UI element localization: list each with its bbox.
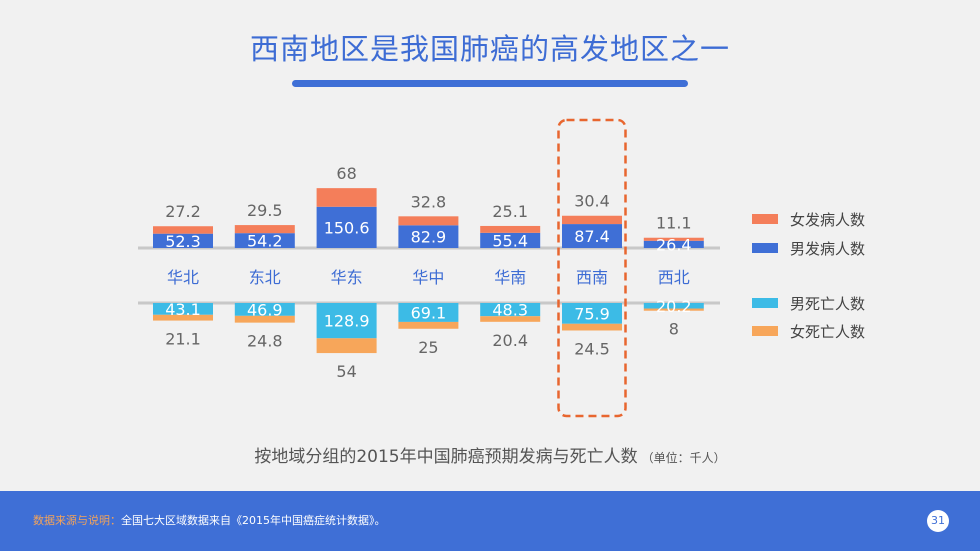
- bar-female-incidence: [234, 225, 295, 234]
- bar-male-incidence: [153, 233, 213, 248]
- bar-male-incidence: [643, 240, 704, 248]
- region-label: 华北: [167, 268, 199, 287]
- bar-female-incidence: [643, 237, 704, 241]
- label-male-incidence: 82.9: [411, 228, 447, 247]
- bar-female-death: [153, 314, 213, 321]
- label-female-incidence: 30.4: [574, 192, 610, 211]
- region-label: 华中: [412, 268, 444, 287]
- chart-caption: 按地域分组的2015年中国肺癌预期发病与死亡人数 （单位：千人）: [0, 442, 980, 467]
- page-title: 西南地区是我国肺癌的高发地区之一: [249, 32, 730, 66]
- chart-unit: （单位：千人）: [641, 451, 726, 465]
- label-female-incidence: 27.2: [165, 202, 201, 221]
- bar-male-incidence: [398, 225, 459, 248]
- label-female-incidence: 29.5: [247, 201, 283, 220]
- footer-bar: 数据来源与说明：全国七大区域数据来自《2015年中国癌症统计数据》。 31: [0, 491, 980, 551]
- bar-male-incidence: [480, 232, 541, 248]
- bar-male-incidence: [562, 224, 622, 248]
- label-female-death: 24.8: [247, 332, 283, 351]
- label-male-incidence: 150.6: [324, 218, 370, 237]
- bar-male-incidence: [316, 206, 377, 248]
- page-number: 31: [927, 510, 949, 532]
- source-note: 数据来源与说明：全国七大区域数据来自《2015年中国癌症统计数据》。: [33, 512, 386, 528]
- label-male-death: 75.9: [574, 304, 610, 323]
- bar-female-death: [398, 321, 459, 329]
- legend-label: 女发病人数: [790, 211, 865, 229]
- bar-female-incidence: [562, 215, 622, 225]
- region-label: 西北: [658, 268, 690, 287]
- legend-label: 男发病人数: [790, 240, 865, 258]
- label-female-death: 21.1: [165, 330, 201, 349]
- bar-male-death: [234, 303, 295, 316]
- legend-swatch: [752, 326, 778, 336]
- label-male-incidence: 54.2: [247, 232, 283, 251]
- highlight-box: [557, 118, 627, 418]
- bar-male-incidence: [234, 233, 295, 248]
- label-male-incidence: 55.4: [492, 231, 528, 250]
- region-label: 华南: [494, 268, 526, 287]
- label-female-death: 54: [336, 362, 356, 381]
- label-male-death: 46.9: [247, 300, 283, 319]
- legend-swatch: [752, 243, 778, 253]
- label-female-incidence: 25.1: [492, 202, 528, 221]
- source-label: 数据来源与说明：: [33, 514, 121, 527]
- label-female-incidence: 11.1: [656, 214, 692, 233]
- source-text: 全国七大区域数据来自《2015年中国癌症统计数据》。: [121, 514, 386, 527]
- label-male-incidence: 52.3: [165, 232, 201, 251]
- stacked-bar-chart: 52.3 27.2 华北 43.1 21.1 54.2 29.5 东北 46.9 24.8 150.…: [138, 118, 865, 418]
- label-female-death: 8: [669, 320, 679, 339]
- bar-male-death: [398, 303, 459, 322]
- bar-male-death: [643, 303, 704, 309]
- bar-female-incidence: [316, 188, 377, 207]
- label-female-death: 24.5: [574, 339, 610, 358]
- bar-female-death: [480, 316, 541, 322]
- chart-subtitle: 按地域分组的2015年中国肺癌预期发病与死亡人数: [254, 447, 638, 467]
- legend-swatch: [752, 298, 778, 308]
- title-underline: [292, 80, 688, 87]
- label-female-incidence: 68: [336, 164, 356, 183]
- label-male-death: 48.3: [492, 301, 528, 320]
- bar-female-incidence: [398, 216, 459, 226]
- bar-female-death: [643, 308, 704, 311]
- bar-male-death: [316, 303, 377, 339]
- label-female-death: 25: [418, 338, 438, 357]
- bar-female-death: [562, 323, 622, 331]
- bar-female-death: [234, 315, 295, 323]
- label-female-incidence: 32.8: [411, 192, 447, 211]
- legend-label: 女死亡人数: [790, 323, 865, 341]
- label-male-death: 20.2: [656, 297, 692, 316]
- region-label: 东北: [249, 268, 281, 287]
- legend-swatch: [752, 214, 778, 224]
- label-male-death: 43.1: [165, 300, 201, 319]
- bar-female-incidence: [153, 226, 213, 234]
- bar-female-incidence: [480, 225, 541, 233]
- bar-male-death: [562, 303, 622, 324]
- label-male-death: 69.1: [411, 303, 447, 322]
- bar-female-death: [316, 338, 377, 354]
- bar-male-death: [153, 303, 213, 315]
- label-female-death: 20.4: [492, 331, 528, 350]
- region-label: 华东: [331, 268, 363, 287]
- label-male-death: 128.9: [324, 312, 370, 331]
- label-male-incidence: 87.4: [574, 227, 610, 246]
- bar-male-death: [480, 303, 541, 317]
- region-label: 西南: [576, 268, 608, 287]
- label-male-incidence: 26.4: [656, 235, 692, 254]
- legend-label: 男死亡人数: [790, 295, 865, 313]
